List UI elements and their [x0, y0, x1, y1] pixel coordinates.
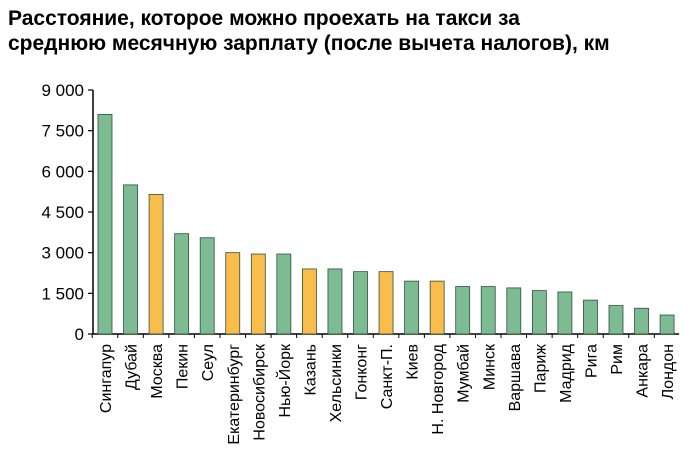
bar — [583, 299, 598, 335]
x-tick-label: Новосибирск — [251, 343, 268, 441]
x-tick-label: Гонконг — [354, 344, 371, 400]
x-axis — [91, 333, 680, 338]
bar — [506, 287, 522, 335]
bar — [97, 114, 113, 335]
x-tick-labels: Сингапур Дубай Москва Пекин Сеул Екатеринбург… — [98, 343, 677, 445]
y-tick-label: 3 000 — [41, 244, 84, 263]
x-tick-label: Рига — [583, 344, 600, 378]
x-tick-label: Киев — [405, 344, 422, 380]
bar — [634, 307, 649, 335]
x-tick-label: Сеул — [200, 344, 217, 381]
x-tick-label: Хельсинки — [328, 344, 345, 422]
y-tick-label: 9 000 — [41, 81, 84, 100]
bar — [608, 305, 624, 335]
x-tick-label: Нью-Йорк — [275, 343, 294, 418]
x-tick-label: Санкт-П. — [379, 344, 396, 409]
bar — [404, 280, 420, 335]
y-tick-label: 6 000 — [41, 162, 84, 181]
bar — [327, 268, 343, 335]
x-tick-label: Дубай — [124, 344, 141, 390]
x-tick-label: Казань — [302, 344, 319, 395]
bar — [301, 268, 317, 335]
y-tick-label: 7 500 — [41, 122, 84, 141]
y-tick-label: 4 500 — [41, 203, 84, 222]
bar — [531, 290, 547, 335]
chart-title-line-2: среднюю месячную зарплату (после вычета … — [8, 32, 610, 55]
bar — [250, 253, 266, 335]
y-axis: 0 1 500 3 000 4 500 6 000 7 500 9 000 — [41, 81, 94, 344]
y-tick-label: 1 500 — [41, 284, 84, 303]
bar — [225, 252, 241, 335]
bar — [455, 286, 471, 335]
x-tick-label: Париж — [532, 344, 549, 393]
x-tick-label: Лондон — [660, 344, 677, 399]
x-tick-label: Н. Новгород — [430, 343, 447, 434]
x-tick-label: Варшава — [507, 344, 524, 412]
x-tick-label: Минск — [481, 343, 498, 390]
bar — [353, 271, 368, 335]
bar — [123, 184, 138, 335]
bar — [378, 271, 394, 335]
x-tick-label: Москва — [149, 344, 166, 399]
bar — [429, 280, 445, 335]
chart-title: Расстояние, которое можно проехать на та… — [8, 6, 692, 56]
bars — [97, 114, 675, 335]
x-tick-label: Екатеринбург — [226, 344, 243, 445]
bar — [557, 291, 573, 335]
x-tick-label: Мадрид — [558, 343, 575, 403]
bar — [659, 314, 675, 335]
x-tick-label: Мумбай — [456, 344, 473, 403]
y-tick-label: 0 — [75, 325, 84, 344]
x-tick-label: Пекин — [175, 344, 192, 389]
chart-title-line-1: Расстояние, которое можно проехать на та… — [8, 7, 520, 30]
bar — [276, 253, 292, 335]
bar — [199, 237, 215, 335]
x-tick-label: Сингапур — [98, 344, 115, 413]
bar — [148, 193, 164, 335]
x-tick-label: Рим — [609, 344, 626, 375]
bar — [174, 233, 190, 335]
bar — [480, 286, 496, 335]
x-tick-label: Анкара — [635, 344, 652, 398]
